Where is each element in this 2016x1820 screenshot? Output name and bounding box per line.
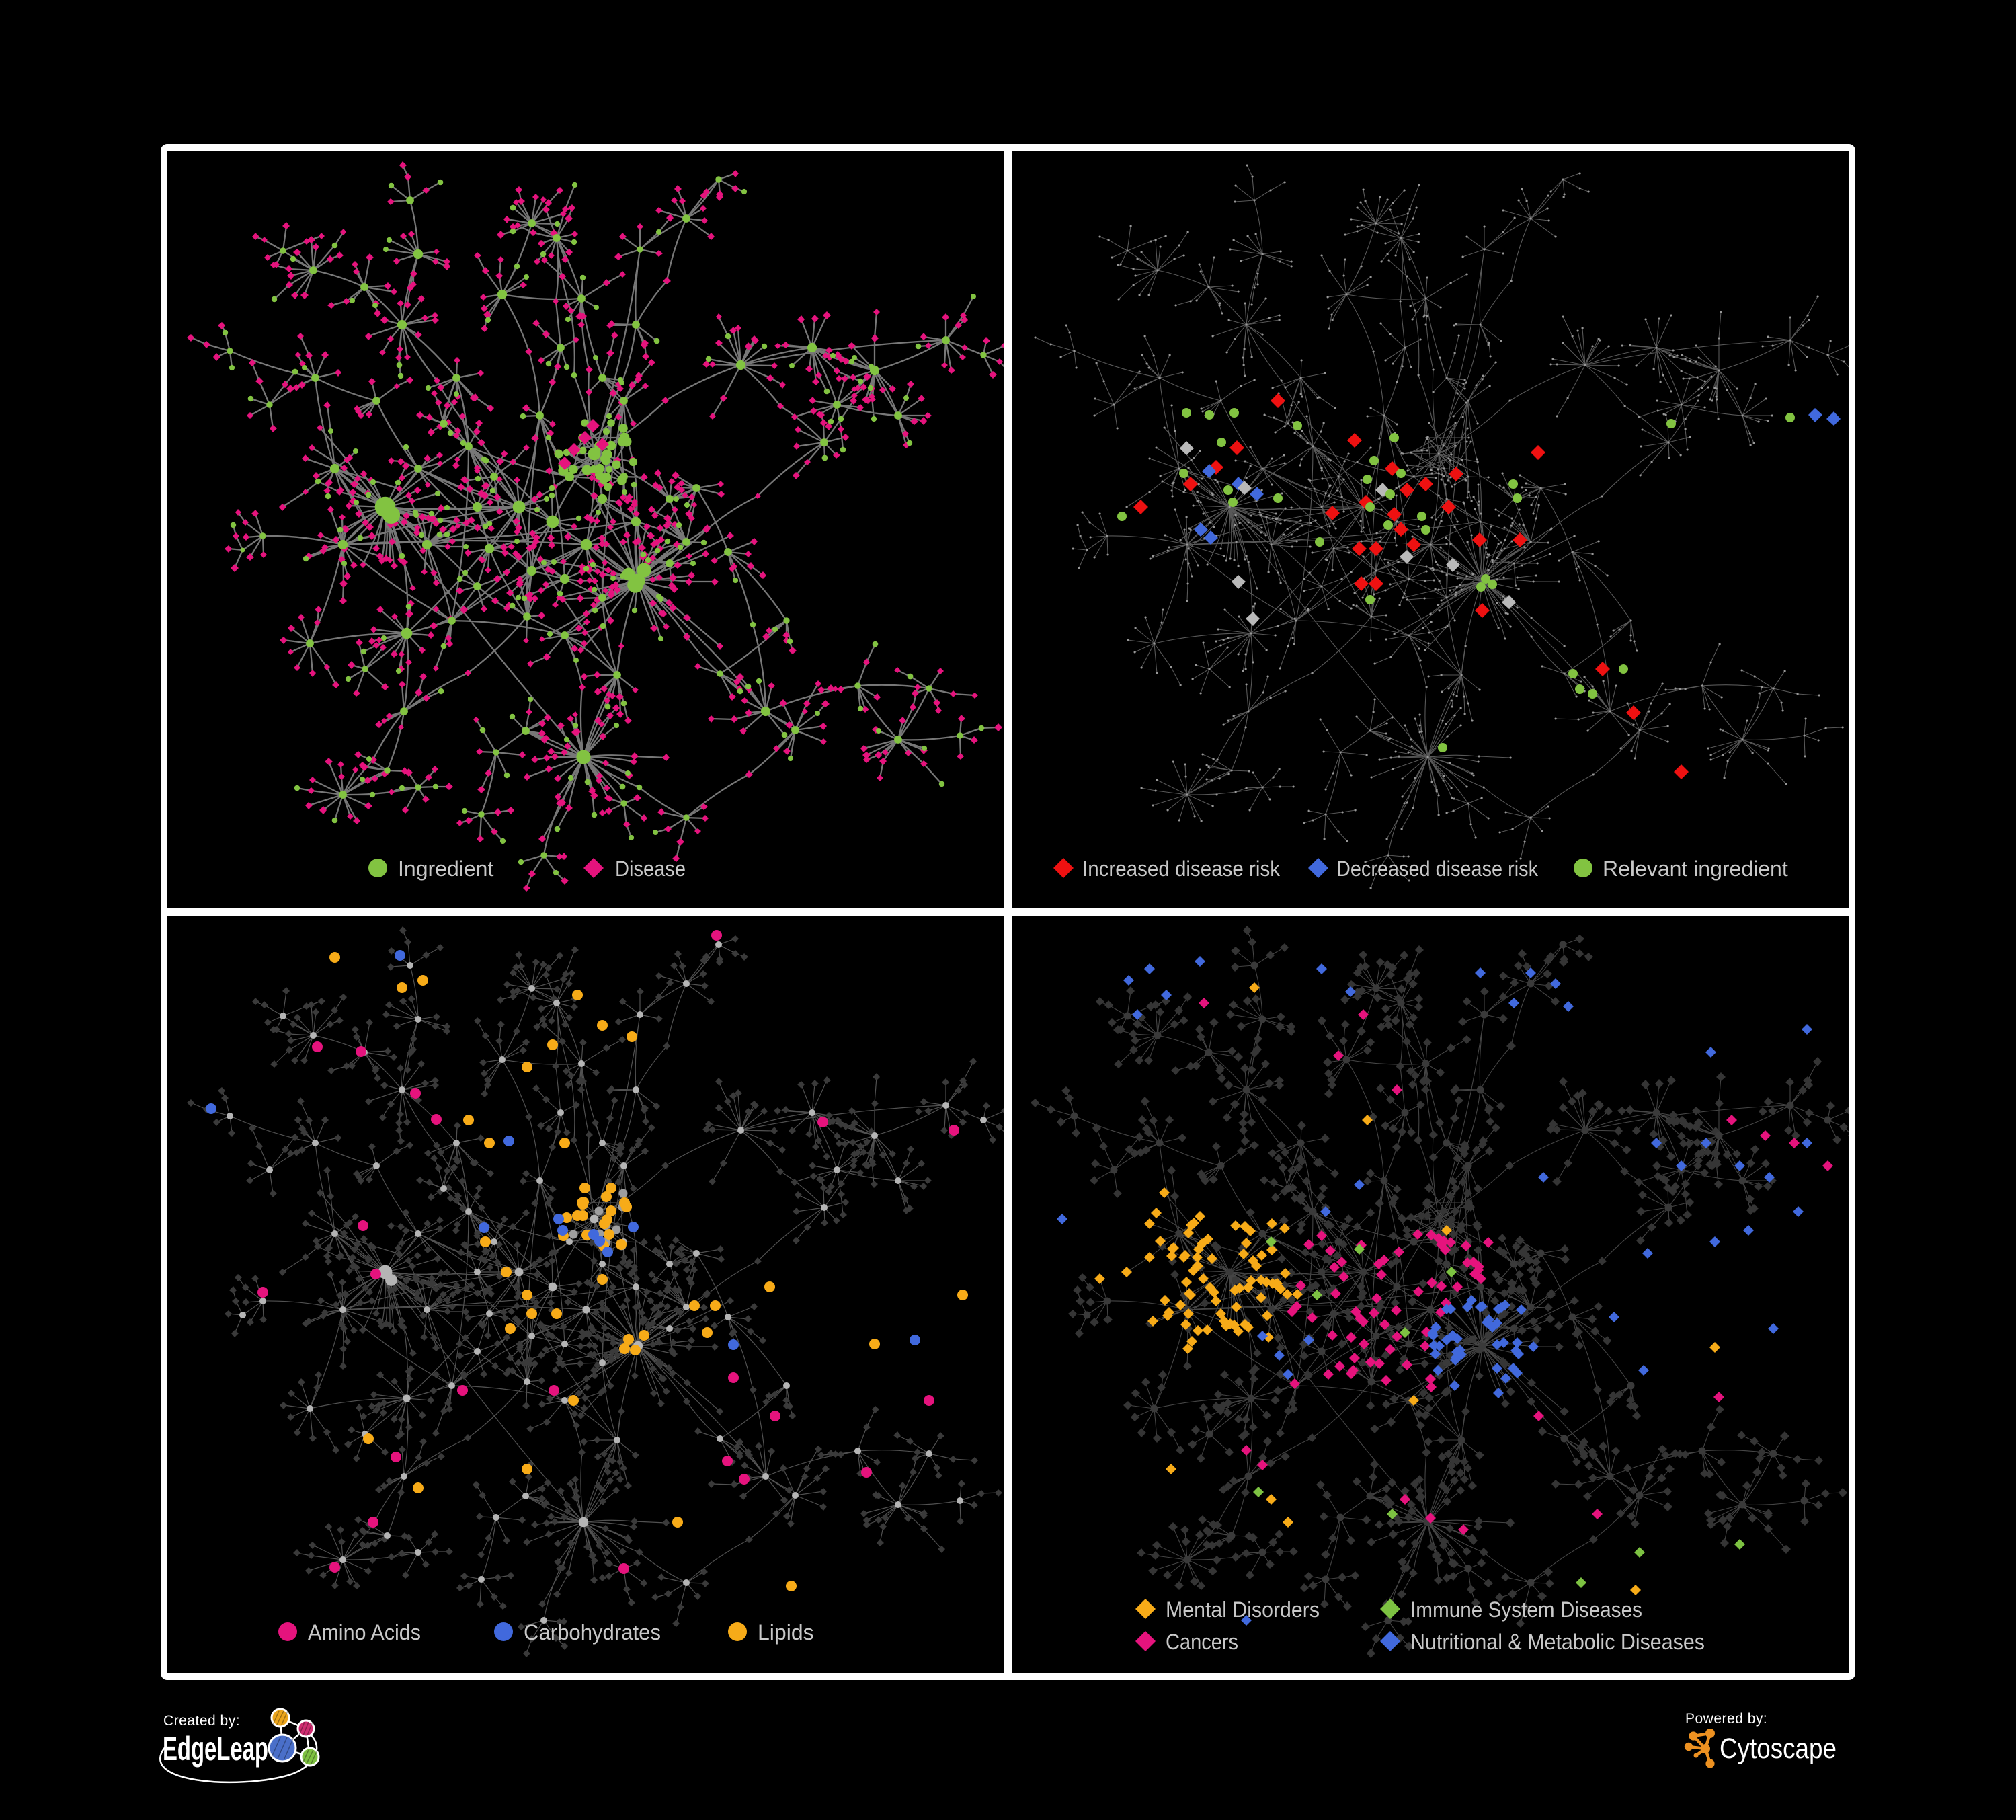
svg-text:Cytoscape: Cytoscape	[1720, 1733, 1837, 1765]
svg-text:Lipids: Lipids	[758, 1620, 814, 1645]
svg-text:Created by:: Created by:	[163, 1713, 240, 1729]
svg-text:Mental Disorders: Mental Disorders	[1166, 1597, 1320, 1622]
svg-text:Relevant ingredient: Relevant ingredient	[1603, 857, 1788, 881]
svg-text:Immune System Diseases: Immune System Diseases	[1410, 1597, 1642, 1622]
svg-text:Increased disease risk: Increased disease risk	[1082, 857, 1281, 881]
svg-text:Decreased disease risk: Decreased disease risk	[1336, 857, 1539, 881]
svg-text:Carbohydrates: Carbohydrates	[524, 1620, 661, 1645]
svg-text:EdgeLeap: EdgeLeap	[163, 1730, 268, 1768]
svg-text:Ingredient: Ingredient	[398, 857, 493, 881]
svg-text:Powered by:: Powered by:	[1685, 1711, 1767, 1727]
svg-text:Amino Acids: Amino Acids	[308, 1620, 421, 1645]
svg-text:Disease: Disease	[615, 857, 686, 881]
svg-text:Nutritional & Metabolic Diseas: Nutritional & Metabolic Diseases	[1410, 1630, 1705, 1654]
svg-text:Cancers: Cancers	[1166, 1630, 1238, 1654]
